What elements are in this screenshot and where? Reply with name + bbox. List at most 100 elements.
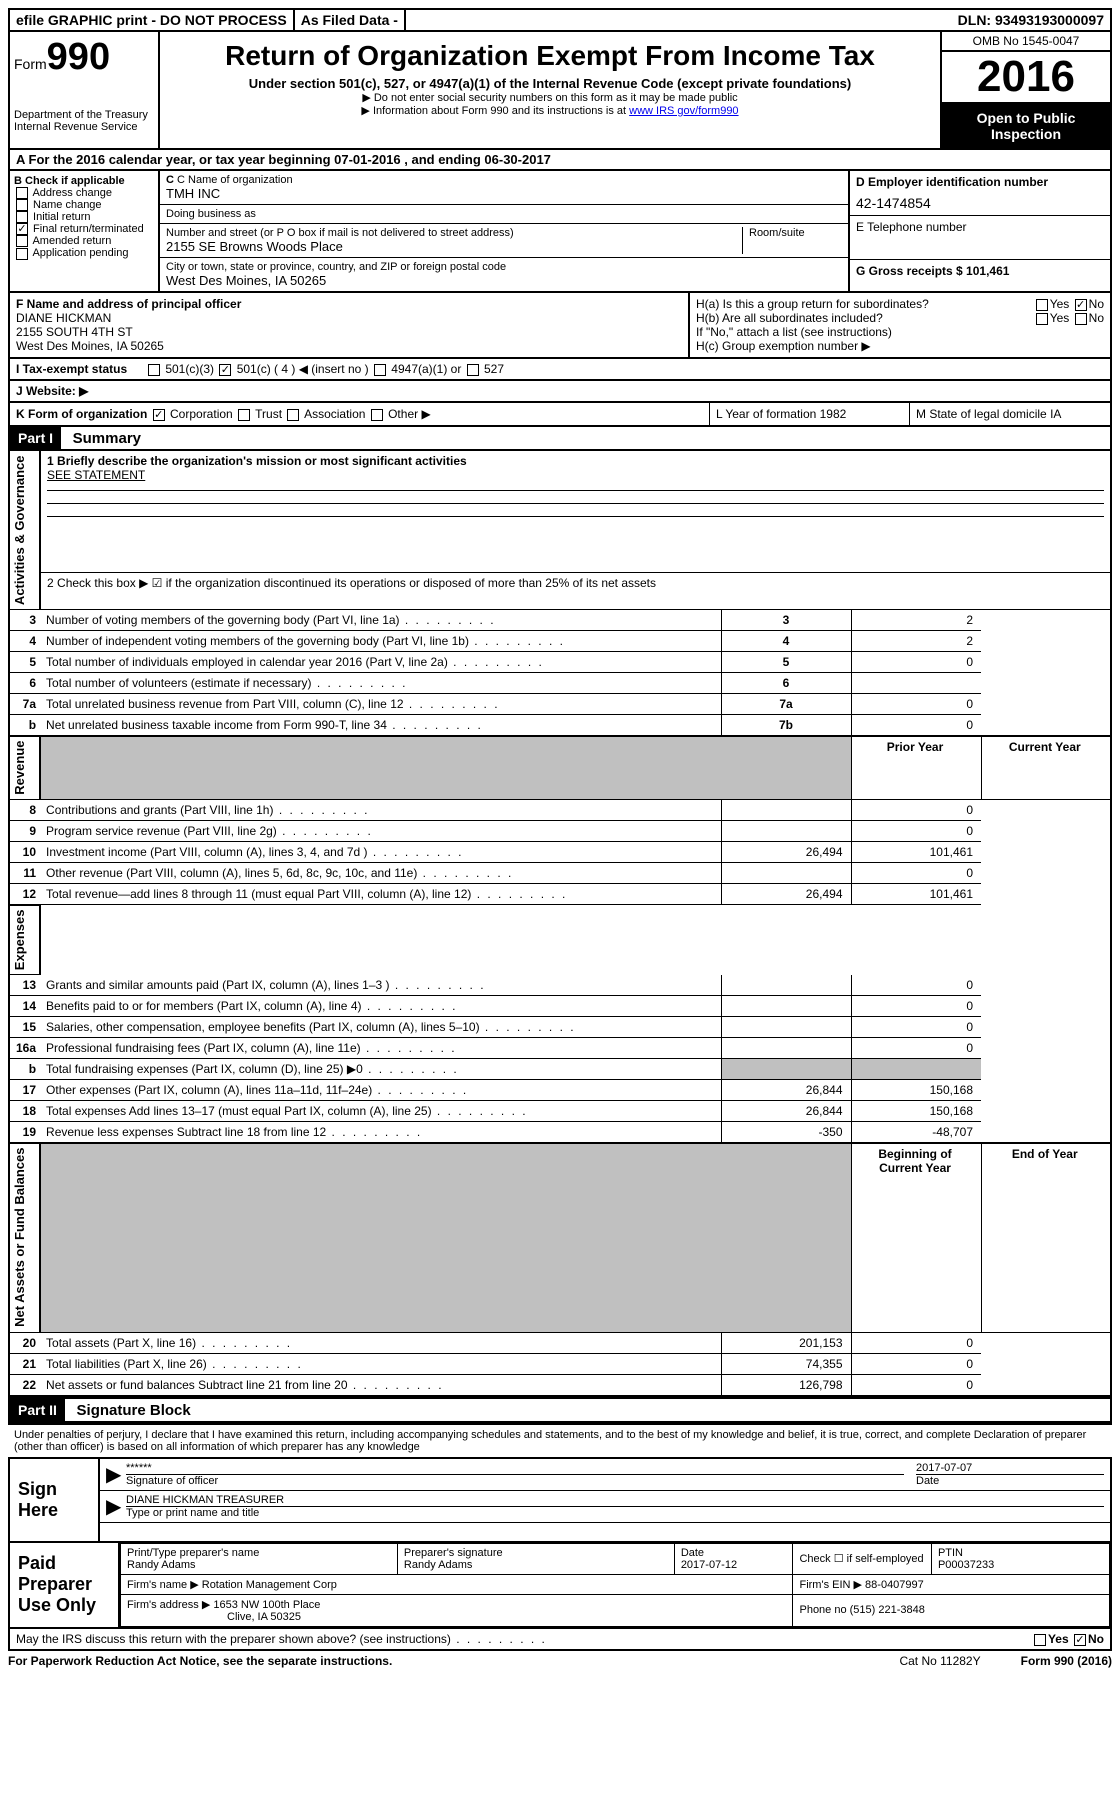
row-a: A For the 2016 calendar year, or tax yea… [8,150,1112,171]
part-i-num: Part I [10,427,61,449]
ha-no[interactable]: ✓ [1075,299,1087,311]
line-text: Total revenue—add lines 8 through 11 (mu… [40,883,721,905]
sig-date-label: Date [916,1474,1104,1487]
hb-no[interactable] [1075,313,1087,325]
line-text: Total expenses Add lines 13–17 (must equ… [40,1101,721,1122]
b-check-3[interactable]: ✓ [16,223,28,235]
line-text: Benefits paid to or for members (Part IX… [40,996,721,1017]
line-num: 9 [9,820,40,841]
h-block: H(a) Is this a group return for subordin… [690,293,1110,357]
k-opt-1[interactable] [238,409,250,421]
k-opt-0[interactable]: ✓ [153,409,165,421]
ein-value: 42-1474854 [856,189,1104,211]
line-box: 7a [721,693,851,714]
form-number: 990 [47,36,110,78]
prior-val: -350 [721,1122,851,1144]
line-text: Professional fundraising fees (Part IX, … [40,1038,721,1059]
prep-name-label: Print/Type preparer's name [127,1547,391,1559]
firm-name-label: Firm's name ▶ [127,1579,199,1591]
i-opt-1[interactable]: ✓ [219,364,231,376]
line-text: Total fundraising expenses (Part IX, col… [40,1059,721,1080]
b-check-1[interactable] [16,199,28,211]
part-i-bar: Part I Summary [8,427,1112,451]
line-text: Salaries, other compensation, employee b… [40,1017,721,1038]
prep-sig-label: Preparer's signature [404,1547,668,1559]
i-opt-0[interactable] [148,364,160,376]
line-box: 3 [721,609,851,630]
prior-val [721,975,851,996]
i-opt-2[interactable] [374,364,386,376]
side-na: Net Assets or Fund Balances [9,1143,40,1332]
line-num: b [9,1059,40,1080]
row-klm: K Form of organization ✓ Corporation Tru… [8,403,1112,427]
street-label: Number and street (or P O box if mail is… [166,227,742,239]
note-1: ▶ Do not enter social security numbers o… [168,91,932,104]
current-val: 0 [851,1332,981,1353]
current-val: 0 [851,975,981,996]
firm-addr2: Clive, IA 50325 [127,1611,301,1623]
g-label: G Gross receipts $ 101,461 [856,264,1104,278]
sign-here-label: Sign Here [10,1459,100,1541]
i-opt-3[interactable] [467,364,479,376]
line-box: 4 [721,630,851,651]
d-label: D Employer identification number [856,175,1104,189]
line-num: 13 [9,975,40,996]
current-val: 150,168 [851,1101,981,1122]
hb-yes[interactable] [1036,313,1048,325]
omb-number: OMB No 1545-0047 [942,32,1110,52]
firm-name: Rotation Management Corp [202,1579,337,1591]
line-val: 2 [851,630,981,651]
line-box: 5 [721,651,851,672]
prior-val [721,820,851,841]
ha-label: H(a) Is this a group return for subordin… [696,297,929,311]
col-begin: Beginning of Current Year [851,1143,981,1332]
irs-label: Internal Revenue Service [14,121,154,133]
line-text: Net assets or fund balances Subtract lin… [40,1374,721,1396]
firm-ein-label: Firm's EIN ▶ [799,1579,862,1591]
e-label: E Telephone number [856,220,1104,234]
line-num: 16a [9,1038,40,1059]
discuss-no[interactable]: ✓ [1074,1634,1086,1646]
line-text: Other expenses (Part IX, column (A), lin… [40,1080,721,1101]
hc-label: H(c) Group exemption number ▶ [696,339,1104,353]
line-text: Number of independent voting members of … [40,630,721,651]
footer: For Paperwork Reduction Act Notice, see … [8,1651,1112,1671]
tax-year: 2016 [942,52,1110,104]
line-val: 0 [851,714,981,736]
ha-yes[interactable] [1036,299,1048,311]
paid-label: Paid Preparer Use Only [10,1543,120,1627]
form-header: Form990 Department of the Treasury Inter… [8,32,1112,150]
footer-left: For Paperwork Reduction Act Notice, see … [8,1654,392,1668]
line-num: 6 [9,672,40,693]
org-name: TMH INC [166,186,842,201]
name-title-label: Type or print name and title [126,1506,1104,1519]
col-current: Current Year [981,736,1111,800]
j-label: J Website: ▶ [16,384,146,398]
line-num: 21 [9,1353,40,1374]
b-check-5[interactable] [16,248,28,260]
summary-table: Activities & Governance 1 Briefly descri… [8,451,1112,1397]
f-block: F Name and address of principal officer … [10,293,690,357]
q1-label: 1 Briefly describe the organization's mi… [47,454,467,468]
prior-val: 26,844 [721,1080,851,1101]
sig-officer-label: Signature of officer [126,1474,904,1487]
b-check-4[interactable] [16,235,28,247]
b-check-0[interactable] [16,187,28,199]
line-num: 22 [9,1374,40,1396]
instructions-link[interactable]: www IRS gov/form990 [629,105,738,117]
firm-addr1: 1653 NW 100th Place [213,1599,320,1611]
footer-mid: Cat No 11282Y [899,1654,980,1668]
k-label: K Form of organization [16,407,147,421]
discuss-yes[interactable] [1034,1634,1046,1646]
b-check-2[interactable] [16,211,28,223]
k-opt-3[interactable] [371,409,383,421]
current-val [851,1059,981,1080]
current-val: 0 [851,862,981,883]
current-val: 0 [851,1374,981,1396]
line-num: 3 [9,609,40,630]
line-num: 19 [9,1122,40,1144]
part-ii-bar: Part II Signature Block [8,1397,1112,1423]
col-end: End of Year [981,1143,1111,1332]
k-opt-2[interactable] [287,409,299,421]
asfiled-label: As Filed Data - [295,10,406,30]
